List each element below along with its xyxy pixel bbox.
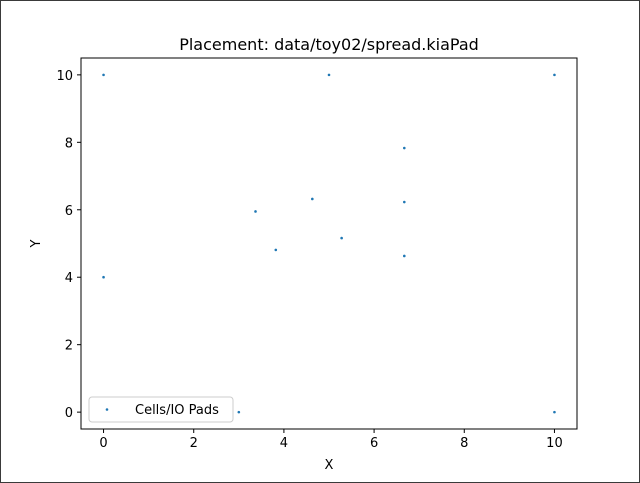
data-point: [237, 410, 241, 414]
data-point: [553, 73, 556, 77]
legend-label: Cells/IO Pads: [135, 403, 219, 418]
data-point: [403, 254, 406, 258]
data-point: [274, 248, 278, 252]
x-tick-label: 6: [370, 436, 378, 451]
y-tick-label: 2: [65, 339, 73, 354]
x-axis-label: X: [325, 458, 334, 473]
y-tick-label: 8: [65, 136, 73, 151]
legend-box: [88, 396, 234, 423]
y-tick-label: 4: [65, 271, 73, 286]
x-tick-label: 8: [460, 436, 468, 451]
x-tick-label: 2: [190, 436, 198, 451]
chart-title: Placement: data/toy02/spread.kiaPad: [179, 35, 479, 54]
data-point: [102, 73, 105, 77]
x-tick-label: 10: [546, 436, 563, 451]
series-cells-io-pads: [102, 73, 556, 414]
data-point: [327, 73, 331, 77]
data-point: [254, 210, 257, 213]
x-tick-label: 4: [280, 436, 288, 451]
y-tick-label: 0: [65, 406, 73, 421]
legend: Cells/IO Pads: [88, 396, 234, 423]
legend-marker: [105, 408, 109, 411]
plot-area: [80, 57, 578, 430]
y-tick-label: 10: [56, 69, 73, 84]
data-point: [403, 200, 406, 204]
data-point: [102, 275, 105, 279]
x-tick-label: 0: [99, 436, 107, 451]
data-point: [311, 197, 314, 201]
data-point: [340, 236, 343, 240]
data-point: [553, 410, 556, 414]
y-axis: 0 2 4 6 8 10: [56, 69, 81, 421]
data-point: [403, 146, 406, 150]
y-axis-label: Y: [29, 239, 44, 248]
x-axis: 0 2 4 6 8 10: [99, 429, 563, 451]
y-tick-label: 6: [65, 204, 73, 219]
